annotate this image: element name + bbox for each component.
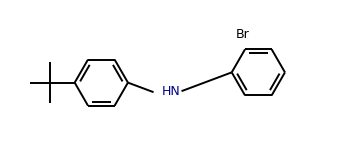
Text: Br: Br (235, 28, 249, 41)
Text: HN: HN (162, 85, 181, 98)
